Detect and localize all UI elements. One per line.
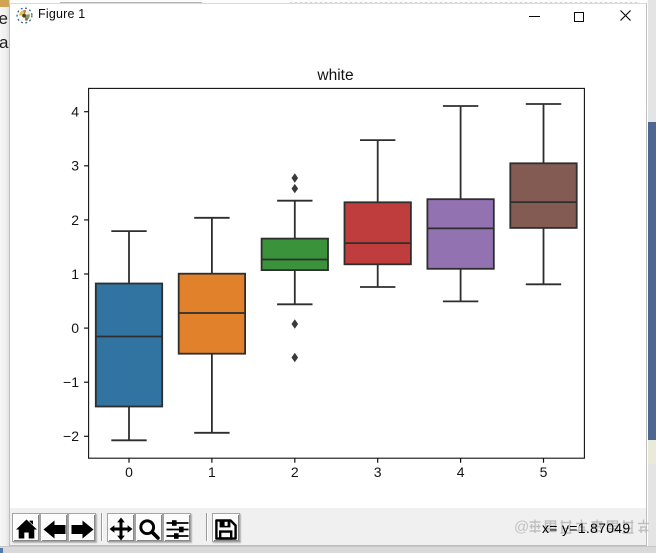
svg-text:−2: −2 <box>63 428 79 444</box>
svg-text:3: 3 <box>71 158 79 174</box>
svg-text:4: 4 <box>71 104 79 120</box>
svg-text:5: 5 <box>540 464 548 480</box>
svg-text:white: white <box>316 67 353 84</box>
svg-text:1: 1 <box>208 464 216 480</box>
svg-text:2: 2 <box>71 212 79 228</box>
svg-text:@: @ <box>514 519 529 536</box>
svg-text:2: 2 <box>291 464 299 480</box>
svg-text:1: 1 <box>71 266 79 282</box>
svg-text:4: 4 <box>457 464 465 480</box>
svg-text:−1: −1 <box>63 374 79 390</box>
svg-text:0: 0 <box>125 464 133 480</box>
svg-text:3: 3 <box>374 464 382 480</box>
svg-text:0: 0 <box>71 320 79 336</box>
